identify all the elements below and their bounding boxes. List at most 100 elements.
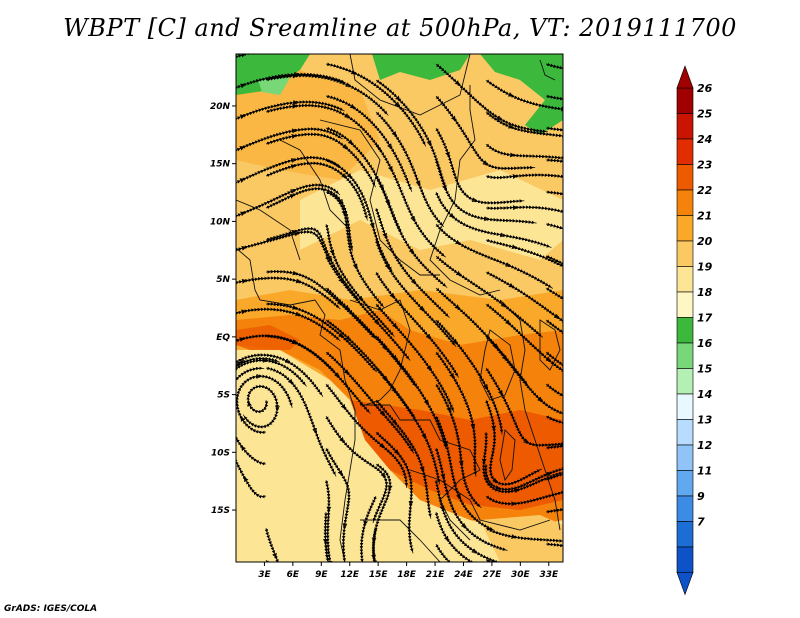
streamline-arrow <box>236 361 238 366</box>
streamline <box>435 543 501 562</box>
streamline-arrow <box>512 205 518 210</box>
streamline-arrow <box>326 506 332 512</box>
streamline-arrow <box>564 489 569 494</box>
streamline-arrow <box>572 68 576 72</box>
streamline-arrow <box>569 266 574 271</box>
streamline-arrow <box>239 337 245 342</box>
streamline-arrow <box>571 469 576 474</box>
streamline <box>545 415 563 428</box>
streamline-arrow <box>358 295 363 302</box>
streamline <box>545 287 563 316</box>
colorbar-swatch <box>676 215 694 242</box>
streamline-arrow <box>454 80 460 86</box>
streamline-arrow <box>345 82 351 87</box>
streamline-arrow <box>374 319 380 325</box>
streamline-arrow <box>415 180 421 187</box>
streamline-arrow <box>567 366 572 371</box>
colorbar-label: 15 <box>697 363 713 376</box>
streamline-arrow <box>455 239 461 245</box>
map-field <box>223 43 577 590</box>
colorbar-swatch <box>676 342 694 369</box>
streamline-arrow <box>424 399 429 406</box>
streamline-arrow <box>293 100 299 105</box>
streamline-arrow <box>380 472 386 479</box>
streamline-arrow <box>223 463 228 468</box>
streamline-arrow <box>471 548 478 553</box>
colorbar-swatch <box>676 470 694 497</box>
colorbar-swatch <box>676 521 694 548</box>
streamline-arrow <box>291 134 297 139</box>
colorbar-label: 16 <box>697 337 713 350</box>
streamline-arrow <box>408 501 414 507</box>
streamline-arrow <box>369 222 375 229</box>
streamline <box>236 353 324 397</box>
streamline-arrow <box>393 449 399 455</box>
y-axis: 20N 15N 10N 5N EQ 5S 10S 15S <box>210 102 236 516</box>
streamline-arrow <box>445 151 450 157</box>
streamline-arrow <box>292 270 298 276</box>
streamline-arrow <box>294 72 300 77</box>
streamline <box>545 466 563 482</box>
streamline-arrow <box>243 476 249 483</box>
streamline-arrow <box>426 365 432 371</box>
colorbar-swatch <box>676 291 694 318</box>
streamline-arrow <box>389 292 395 298</box>
colorbar-label: 25 <box>697 108 713 121</box>
streamline-arrow <box>442 184 447 191</box>
streamline <box>371 463 392 562</box>
colorbar-swatch <box>676 317 694 344</box>
x-tick-label: 15E <box>369 570 389 580</box>
streamline-arrow <box>382 232 387 239</box>
colorbar-swatch <box>676 393 694 420</box>
streamline-arrow <box>482 160 489 165</box>
colorbar-label: 9 <box>697 490 705 503</box>
streamline-arrow <box>312 428 317 434</box>
streamline-arrow <box>387 143 392 149</box>
streamline <box>545 254 563 279</box>
streamline-arrow <box>295 311 301 317</box>
streamline <box>545 190 563 203</box>
streamline-arrow <box>512 174 518 179</box>
streamline <box>236 307 341 342</box>
streamline-arrow <box>228 517 233 522</box>
streamline-arrow <box>371 554 376 560</box>
streamline <box>545 319 563 349</box>
streamline-arrow <box>241 445 246 451</box>
streamline-arrow <box>384 584 390 590</box>
streamline <box>545 94 563 104</box>
colorbar-label: 21 <box>697 210 712 223</box>
streamline-arrow <box>567 175 572 180</box>
streamline-arrow <box>500 232 506 238</box>
streamline-arrow <box>508 283 514 288</box>
colorbar-swatch <box>676 87 694 114</box>
streamline-arrow <box>565 156 569 160</box>
colorbar-swatch <box>676 266 694 293</box>
streamline-arrow <box>295 43 299 47</box>
x-tick-label: 18E <box>397 570 417 580</box>
streamline-arrow <box>461 523 467 529</box>
streamline-arrow <box>439 505 445 512</box>
streamline-arrow <box>363 520 368 526</box>
streamline-arrow <box>392 322 398 329</box>
y-tick-label: 15S <box>211 506 230 516</box>
streamline-arrow <box>241 278 247 284</box>
streamline-arrow <box>323 538 328 544</box>
colorbar-bottom-arrow <box>676 572 694 596</box>
streamline-arrow <box>278 582 283 587</box>
streamline-arrow <box>571 230 576 235</box>
streamline-arrow <box>501 355 507 361</box>
streamline-arrow <box>327 256 332 262</box>
colorbar-label: 18 <box>697 286 713 299</box>
streamline-arrow <box>483 384 488 390</box>
streamline-arrow <box>342 144 348 150</box>
streamline-arrow <box>419 306 425 312</box>
streamline-arrow <box>508 92 514 97</box>
streamline-arrow <box>229 367 235 373</box>
streamline-arrow <box>451 564 457 570</box>
streamline-arrow <box>505 319 511 325</box>
streamline-arrow <box>573 506 577 510</box>
x-tick-label: 33E <box>539 570 559 580</box>
streamline-arrow <box>262 358 268 363</box>
x-tick-label: 3E <box>258 570 271 580</box>
